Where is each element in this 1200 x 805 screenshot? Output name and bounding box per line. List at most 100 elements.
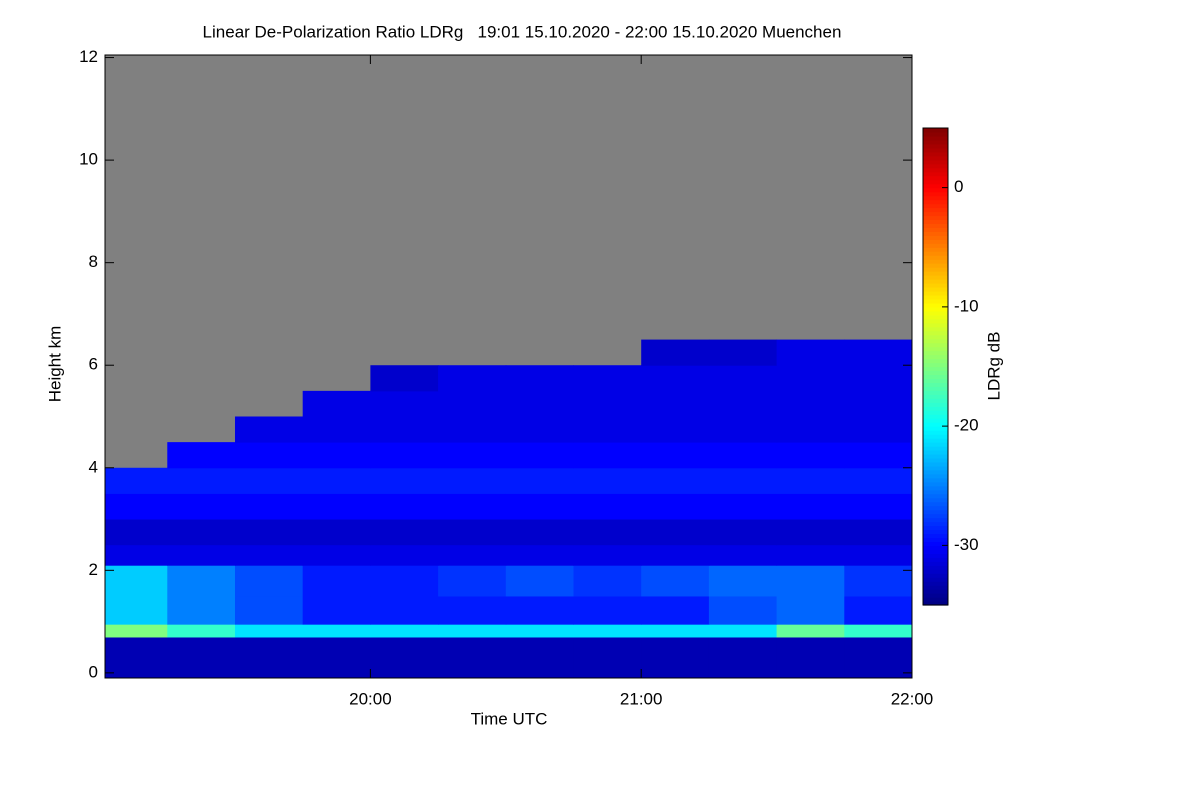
colorbar-step (923, 378, 948, 383)
colorbar-step (923, 509, 948, 515)
cell (573, 595, 642, 625)
colorbar-step (923, 215, 948, 221)
colorbar-step (923, 577, 948, 582)
cell (573, 544, 642, 566)
cell (167, 442, 236, 469)
cell (844, 565, 912, 597)
x-axis-label: Time UTC (471, 709, 548, 728)
colorbar-step (923, 426, 948, 431)
colorbar-step (923, 434, 948, 439)
cell (708, 467, 778, 494)
cell (370, 467, 439, 494)
colorbar-step (923, 366, 948, 372)
cell (844, 467, 912, 494)
cell (505, 390, 574, 417)
cell (438, 390, 507, 417)
cell (708, 416, 778, 443)
cell (641, 416, 710, 443)
cell (302, 442, 371, 469)
colorbar-step (923, 481, 948, 487)
y-tick-label: 2 (89, 560, 98, 579)
colorbar-step (923, 298, 948, 304)
colorbar-step (923, 219, 948, 224)
cell (844, 493, 912, 520)
cell (370, 365, 439, 392)
colorbar-step (923, 569, 948, 574)
colorbar-step (923, 171, 948, 177)
cell (641, 467, 710, 494)
cell (370, 416, 439, 443)
colorbar-step (923, 541, 948, 546)
colorbar-step (923, 382, 948, 387)
cell (167, 565, 236, 597)
colorbar-step (923, 183, 948, 189)
colorbar-step (923, 394, 948, 399)
colorbar-step (923, 155, 948, 161)
cell (505, 595, 574, 625)
cell (370, 493, 439, 520)
plot-frame (104, 54, 913, 679)
colorbar-step (923, 453, 948, 459)
colorbar-step (923, 231, 948, 236)
colorbar-step (923, 521, 948, 527)
cell (776, 467, 845, 494)
cell (641, 595, 710, 625)
colorbar-step (923, 485, 948, 491)
cell (708, 365, 778, 392)
colorbar-step (923, 247, 948, 252)
cell (234, 442, 304, 469)
cell (370, 595, 439, 625)
cell (105, 624, 168, 638)
cell (641, 390, 710, 417)
cell (844, 519, 912, 546)
cell (641, 365, 710, 392)
y-tick-label: 12 (79, 47, 98, 66)
colorbar-step (923, 477, 948, 483)
colorbar-step (923, 469, 948, 475)
cell (105, 595, 168, 625)
cell (505, 636, 574, 678)
colorbar-step (923, 179, 948, 185)
cell (370, 390, 439, 417)
y-axis-label: Height km (45, 326, 64, 403)
cell (844, 339, 912, 366)
colorbar-step (923, 457, 948, 463)
cell (438, 442, 507, 469)
cell (105, 519, 168, 546)
cell (641, 339, 710, 366)
colorbar-step (923, 438, 948, 443)
colorbar-step (923, 255, 948, 260)
colorbar-step (923, 501, 948, 507)
colorbar-step (923, 449, 948, 455)
colorbar-step (923, 374, 948, 380)
colorbar-step (923, 553, 948, 558)
cell (234, 493, 304, 520)
cell (641, 544, 710, 566)
cell (505, 442, 574, 469)
colorbar-step (923, 398, 948, 403)
cell (505, 365, 574, 392)
cell (708, 624, 778, 638)
colorbar-step (923, 239, 948, 244)
colorbar-step (923, 322, 948, 328)
colorbar-step (923, 167, 948, 173)
cell (505, 416, 574, 443)
cell (302, 565, 371, 597)
cell (105, 493, 168, 520)
colorbar-step (923, 537, 948, 542)
cell (167, 624, 236, 638)
colorbar-step (923, 330, 948, 336)
cell (573, 636, 642, 678)
cell (438, 565, 507, 597)
cell (105, 467, 168, 494)
colorbar-step (923, 346, 948, 352)
cell (167, 544, 236, 566)
colorbar-step (923, 310, 948, 316)
cell (573, 365, 642, 392)
cell (302, 519, 371, 546)
colorbar-step (923, 418, 948, 423)
cell (302, 544, 371, 566)
colorbar-step (923, 342, 948, 348)
cell (708, 595, 778, 625)
